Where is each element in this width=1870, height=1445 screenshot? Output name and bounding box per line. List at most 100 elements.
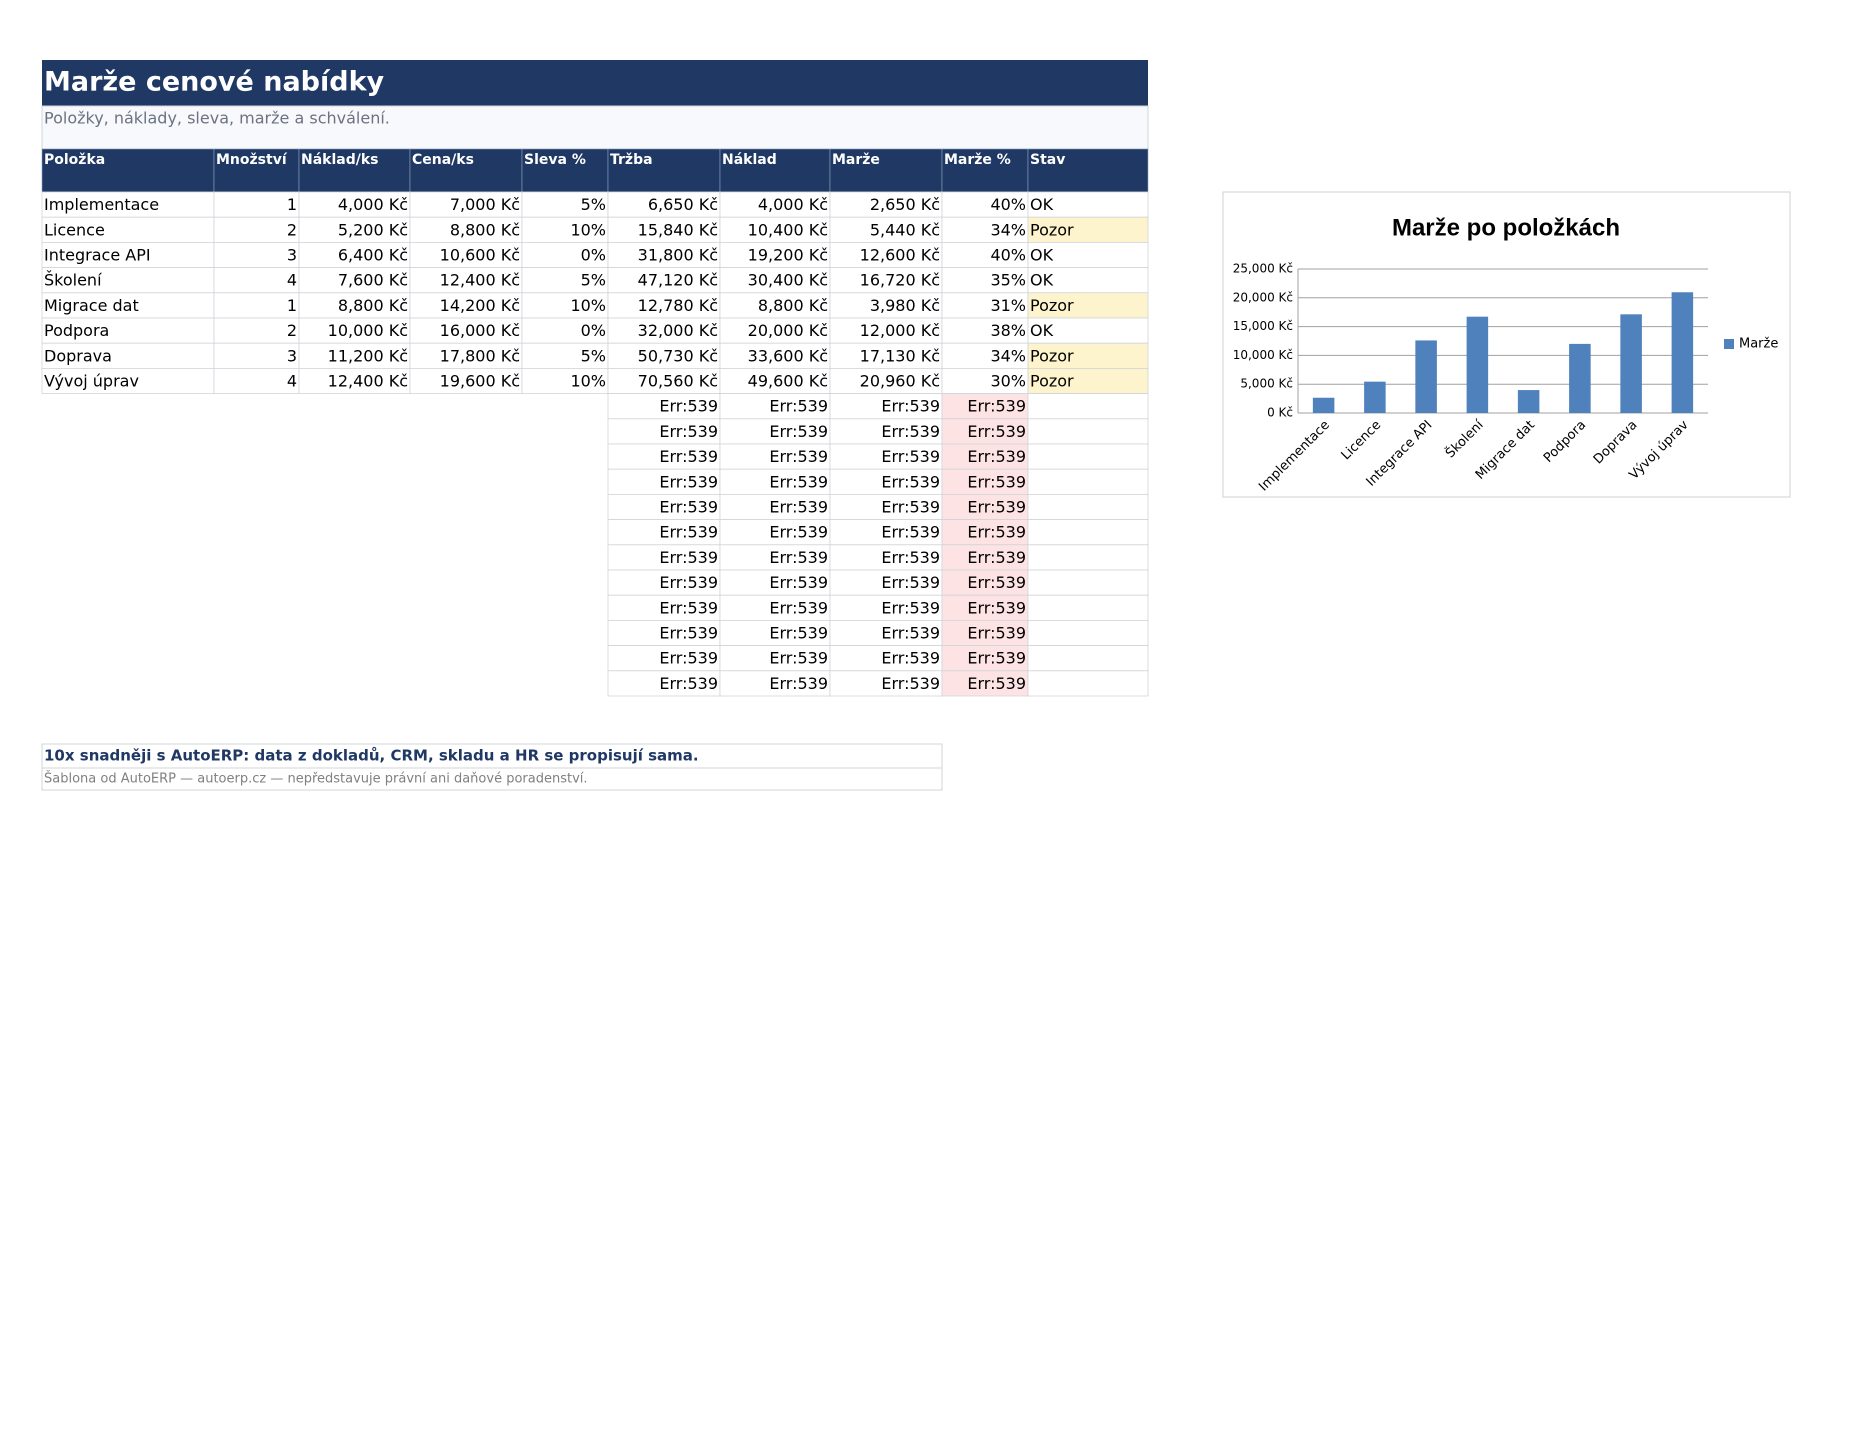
column-header: Cena/ks	[412, 152, 474, 168]
cell-text: 12,400 Kč	[440, 271, 520, 290]
cell	[1027, 594, 1149, 621]
cell	[41, 367, 215, 394]
cell-text: Err:539	[769, 397, 828, 416]
cell-text: Err:539	[769, 422, 828, 441]
cell	[941, 317, 1029, 344]
cell	[1027, 620, 1149, 647]
bar	[1415, 340, 1437, 413]
cell-text: 19,600 Kč	[440, 372, 520, 391]
cell-text: Err:539	[659, 649, 718, 668]
title-bar	[42, 60, 1148, 106]
cell-text: Err:539	[881, 498, 940, 517]
cell-text: Vývoj úprav	[44, 372, 139, 391]
column-header: Marže	[832, 152, 880, 168]
cell-text: Err:539	[967, 422, 1026, 441]
bar	[1364, 381, 1386, 413]
legend-label: Marže	[1739, 337, 1778, 352]
cell-text: Err:539	[769, 649, 828, 668]
cell	[1027, 393, 1149, 420]
cell-text: 1	[287, 296, 297, 315]
bar	[1569, 343, 1591, 413]
cell	[719, 569, 831, 596]
cell	[213, 241, 300, 268]
column-header: Náklad	[722, 152, 777, 168]
cell	[521, 292, 609, 319]
cell-text: 10,400 Kč	[748, 220, 828, 239]
cell	[1027, 519, 1149, 546]
cell	[607, 670, 721, 697]
cell	[298, 342, 411, 369]
cell-text: Err:539	[769, 548, 828, 567]
cell-text: 40%	[990, 246, 1026, 265]
cell	[607, 544, 721, 571]
cell-text: 8,800 Kč	[450, 220, 520, 239]
cell-text: Err:539	[659, 472, 718, 491]
cell-text: Err:539	[881, 472, 940, 491]
cell-text: 12,000 Kč	[860, 321, 940, 340]
y-tick-label: 10,000 Kč	[1233, 348, 1293, 362]
cell-text: 12,780 Kč	[638, 296, 718, 315]
cell	[213, 342, 300, 369]
cell	[1027, 292, 1149, 319]
cell-text: 5%	[581, 195, 606, 214]
cell	[41, 191, 215, 218]
cell-text: 8,800 Kč	[338, 296, 408, 315]
cell-text: Err:539	[881, 523, 940, 542]
y-tick-label: 15,000 Kč	[1233, 319, 1293, 333]
cell-text: 20,960 Kč	[860, 372, 940, 391]
bar	[1466, 316, 1489, 413]
cell-text: 2	[287, 321, 297, 340]
y-tick-label: 20,000 Kč	[1233, 290, 1293, 304]
cell	[409, 292, 523, 319]
cell-text: Err:539	[769, 472, 828, 491]
cell-text: Err:539	[659, 548, 718, 567]
cell-text: Err:539	[881, 598, 940, 617]
cell-text: Err:539	[967, 674, 1026, 693]
cell	[829, 317, 943, 344]
column-header: Náklad/ks	[301, 152, 379, 168]
cell-text: Err:539	[967, 573, 1026, 592]
cell	[521, 191, 609, 218]
cell-text: 11,200 Kč	[328, 346, 408, 365]
cell-text: 10%	[570, 372, 606, 391]
chart-frame	[1222, 191, 1791, 498]
cell	[521, 317, 609, 344]
cell-text: 15,840 Kč	[638, 220, 718, 239]
cell	[607, 493, 721, 520]
column-header: Tržba	[610, 152, 653, 168]
header-cell	[941, 148, 1029, 193]
cell-text: 17,130 Kč	[860, 346, 940, 365]
header-cell	[521, 148, 609, 193]
cell-text: Pozor	[1030, 220, 1074, 239]
cell	[719, 216, 831, 243]
cell-text: Err:539	[967, 472, 1026, 491]
cell	[213, 267, 300, 294]
bar	[1517, 390, 1540, 413]
cell-text: Err:539	[967, 498, 1026, 517]
cell-text: 2,650 Kč	[870, 195, 940, 214]
cell-text: 10%	[570, 220, 606, 239]
cell-text: 33,600 Kč	[748, 346, 828, 365]
cell-text: 5,200 Kč	[338, 220, 408, 239]
cell-text: Err:539	[881, 624, 940, 643]
cell-text: 34%	[990, 346, 1026, 365]
cell-text: 31,800 Kč	[638, 246, 718, 265]
cell-text: Err:539	[967, 649, 1026, 668]
sheet-title: Marže cenové nabídky	[44, 67, 385, 98]
cell	[409, 216, 523, 243]
cell	[941, 620, 1029, 647]
cell-text: 4	[287, 372, 297, 391]
cell	[829, 216, 943, 243]
cell	[719, 670, 831, 697]
cell	[719, 620, 831, 647]
cell-text: 12,400 Kč	[328, 372, 408, 391]
cell	[829, 569, 943, 596]
cell	[607, 620, 721, 647]
cell	[1027, 493, 1149, 520]
cell	[1027, 418, 1149, 445]
bar	[1671, 292, 1694, 413]
cell-text: 10%	[570, 296, 606, 315]
cell-text: Err:539	[659, 624, 718, 643]
header-cell	[409, 148, 523, 193]
